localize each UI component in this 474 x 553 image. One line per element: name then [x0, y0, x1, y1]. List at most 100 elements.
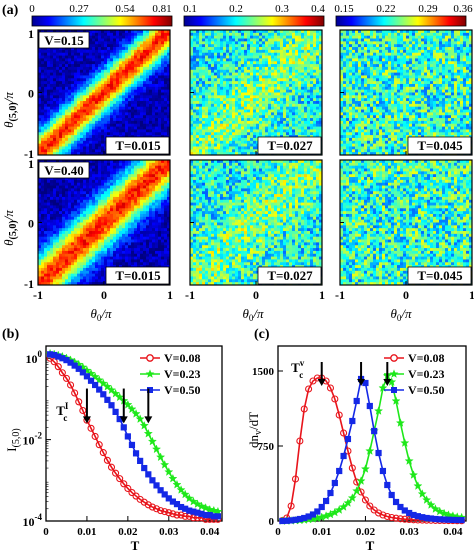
heatmap-cell — [283, 106, 287, 110]
heatmap-cell — [277, 58, 281, 62]
heatmap-cell — [202, 44, 206, 48]
heatmap-cell — [238, 78, 242, 82]
heatmap-cell — [134, 52, 138, 56]
heatmap-cell — [113, 98, 117, 102]
heatmap-cell — [199, 135, 203, 139]
heatmap-cell — [125, 30, 129, 34]
heatmap-cell — [193, 95, 197, 99]
heatmap-cell — [128, 41, 132, 45]
heatmap-cell — [202, 135, 206, 139]
heatmap-cell — [83, 86, 87, 91]
heatmap-cell — [140, 98, 144, 102]
heatmap-cell — [41, 106, 45, 110]
heatmap-cell — [394, 135, 398, 139]
heatmap-cell — [238, 101, 242, 105]
heatmap-cell — [253, 123, 257, 127]
heatmap-cell — [379, 112, 383, 116]
heatmap-cell — [110, 61, 114, 65]
heatmap-cell — [217, 103, 221, 108]
heatmap-cell — [80, 86, 84, 91]
heatmap-cell — [217, 101, 221, 105]
heatmap-cell — [41, 120, 45, 125]
heatmap-cell — [223, 66, 227, 71]
heatmap-cell — [193, 101, 197, 105]
heatmap-cell — [271, 66, 275, 71]
heatmap-cell — [98, 75, 102, 79]
heatmap-cell — [116, 30, 120, 34]
heatmap-cell — [95, 95, 99, 99]
heatmap-cell — [68, 66, 72, 71]
heatmap-cell — [307, 106, 311, 110]
heatmap-cell — [220, 123, 224, 127]
heatmap-cell — [271, 89, 275, 93]
heatmap-cell — [80, 109, 84, 113]
heatmap-cell — [247, 41, 251, 45]
heatmap-cell — [253, 30, 257, 34]
heatmap-cell — [289, 69, 293, 74]
heatmap-cell — [241, 32, 245, 37]
heatmap-cell — [92, 78, 96, 82]
heatmap-cell — [229, 58, 233, 62]
heatmap-cell — [193, 129, 197, 133]
heatmap-cell — [382, 32, 386, 37]
heatmap-cell — [104, 35, 108, 39]
heatmap-cell — [277, 89, 281, 93]
heatmap-cell — [262, 35, 266, 39]
heatmap-cell — [208, 129, 212, 133]
heatmap-cell — [146, 98, 150, 102]
heatmap-cell — [235, 115, 239, 119]
heatmap-cell — [86, 118, 90, 122]
heatmap-cell — [253, 69, 257, 74]
heatmap-cell — [137, 75, 141, 79]
heatmap-cell — [89, 112, 93, 116]
heatmap-cell — [310, 98, 314, 102]
heatmap-cell — [235, 44, 239, 48]
heatmap-cell — [238, 81, 242, 85]
heatmap-cell — [283, 109, 287, 113]
heatmap-cell — [271, 81, 275, 85]
heatmap-cell — [50, 129, 54, 133]
heatmap-cell — [196, 52, 200, 56]
heatmap-cell — [161, 35, 165, 39]
heatmap-cell — [400, 32, 404, 37]
heatmap-cell — [343, 69, 347, 74]
heatmap-cell — [217, 149, 221, 153]
heatmap-cell — [83, 115, 87, 119]
heatmap-cell — [355, 140, 359, 145]
heatmap-cell — [161, 101, 165, 105]
heatmap-cell — [259, 103, 263, 108]
heatmap-cell — [158, 64, 162, 68]
heatmap-cell — [74, 47, 78, 51]
heatmap-cell — [53, 132, 57, 136]
heatmap-cell — [313, 106, 317, 110]
heatmap-cell — [352, 69, 356, 74]
heatmap-cell — [92, 35, 96, 39]
heatmap-cell — [268, 132, 272, 136]
heatmap-cell — [59, 64, 63, 68]
heatmap-cell — [89, 75, 93, 79]
heatmap-cell — [223, 149, 227, 153]
heatmap-cell — [190, 109, 194, 113]
heatmap-cell — [238, 103, 242, 108]
heatmap-cell — [205, 41, 209, 45]
heatmap-cell — [202, 58, 206, 62]
heatmap-cell — [53, 86, 57, 91]
heatmap-cell — [41, 69, 45, 74]
heatmap-cell — [223, 44, 227, 48]
heatmap-cell — [277, 123, 281, 127]
heatmap-cell — [214, 146, 218, 150]
heatmap-cell — [316, 92, 320, 96]
heatmap-cell — [217, 140, 221, 145]
heatmap-cell — [158, 132, 162, 136]
heatmap-cell — [241, 52, 245, 56]
heatmap-cell — [50, 118, 54, 122]
heatmap-cell — [268, 32, 272, 37]
heatmap-cell — [196, 146, 200, 150]
heatmap-cell — [110, 129, 114, 133]
heatmap-cell — [101, 35, 105, 39]
heatmap-cell — [370, 115, 374, 119]
heatmap-cell — [343, 41, 347, 45]
heatmap-cell — [355, 66, 359, 71]
heatmap-cell — [310, 112, 314, 116]
heatmap-cell — [289, 52, 293, 56]
